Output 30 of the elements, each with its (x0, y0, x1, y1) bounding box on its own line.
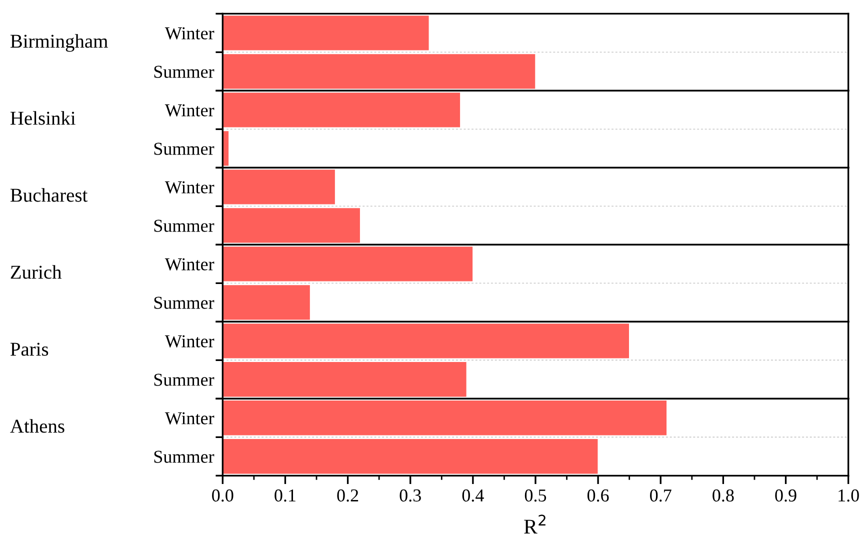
y-axis-title: Birmingham (10, 34, 108, 52)
y-tick-label: Summer (154, 142, 214, 155)
y-tick-label: Summer (154, 220, 214, 232)
y-axis-title: Athens (10, 419, 64, 433)
x-tick-label: 0.5 (524, 489, 546, 502)
y-tick-label: Summer (154, 374, 214, 386)
y-tick-label: Winter (164, 335, 214, 348)
x-tick-label: 0.6 (587, 489, 609, 502)
y-tick-label: Winter (164, 412, 214, 424)
y-tick-label: Winter (164, 27, 214, 40)
y-tick-label: Winter (164, 104, 214, 116)
x-tick-label: 0.0 (212, 489, 234, 502)
x-tick-label: 0.2 (337, 489, 358, 502)
x-tick-label: 1.0 (838, 489, 859, 502)
x-tick-label: 0.3 (400, 489, 421, 502)
y-tick-label: Winter (164, 181, 214, 194)
y-axis-title: Bucharest (10, 188, 88, 202)
y-tick-label: Summer (154, 296, 214, 309)
y-tick-label: Summer (154, 450, 214, 463)
x-tick-label: 0.8 (712, 489, 734, 502)
y-tick-label: Winter (164, 258, 214, 270)
y-axis-title: Paris (10, 342, 48, 356)
y-tick-label: Summer (154, 66, 214, 78)
x-tick-label: 0.7 (650, 489, 672, 502)
y-axis-title: Zurich (10, 265, 62, 279)
x-tick-label: 0.1 (274, 489, 296, 502)
x-tick-label: 0.9 (775, 489, 796, 502)
x-tick-label: 0.4 (462, 489, 484, 502)
x-axis-title: R$^{2}$ (524, 514, 546, 534)
y-axis-title: Helsinki (10, 111, 76, 125)
